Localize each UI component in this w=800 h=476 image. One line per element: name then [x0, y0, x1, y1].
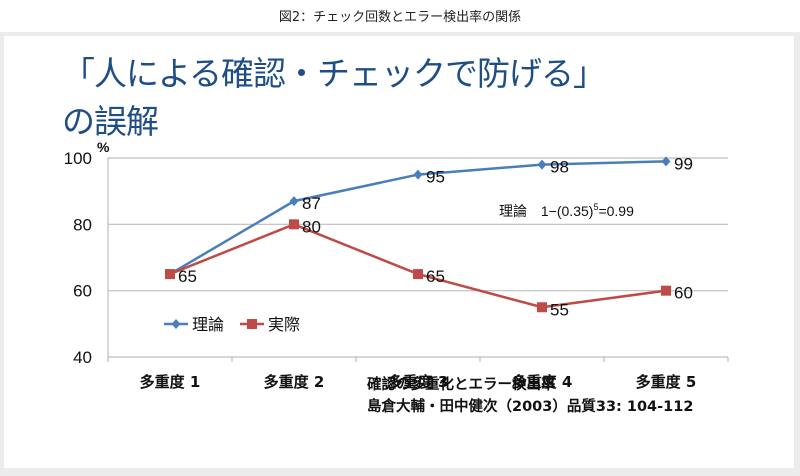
legend-item-theory: 理論 [164, 315, 224, 334]
x-tick-label: 多重度 4 [512, 373, 573, 391]
data-label: 87 [302, 194, 321, 213]
source-line2: 島倉大輔・田中健次（2003）品質33: 104-112 [367, 399, 694, 415]
data-label: 65 [426, 267, 445, 286]
y-axis-unit-label: % [97, 139, 110, 155]
legend: 理論 実際 [164, 315, 300, 334]
formula-exponent: 5 [593, 202, 598, 212]
data-point-diamond [661, 156, 671, 167]
legend-marker-diamond [171, 319, 181, 329]
slide-panel: 「人による確認・チェックで防げる」 の誤解 [4, 36, 794, 468]
series-line [169, 222, 667, 309]
series-actual: 65 80 65 55 60 [165, 217, 693, 319]
data-label: 95 [426, 168, 445, 187]
y-tick-label: 40 [73, 348, 92, 367]
data-label: 65 [178, 267, 197, 286]
data-point-square [165, 269, 175, 280]
slide-title-line2: の誤解 [62, 102, 159, 141]
slide-title-line1: 「人による確認・チェックで防げる」 [62, 54, 606, 93]
svg-text:理論 1−(0.35)5=0.99: 理論 1−(0.35)5=0.99 [499, 202, 634, 219]
slide-frame: 「人による確認・チェックで防げる」 の誤解 [0, 32, 800, 476]
source-citation: 確認の多重化とエラー検出率 島倉大輔・田中健次（2003）品質33: 104-1… [367, 374, 693, 418]
axes [107, 158, 729, 362]
x-tick-label: 多重度 3 [388, 373, 449, 391]
x-tick-label: 多重度 1 [140, 373, 201, 391]
data-point-diamond [537, 159, 547, 170]
formula-label: 理論 [499, 203, 527, 219]
y-tick-label: 80 [73, 215, 92, 234]
series-group: 87 95 98 99 65 80 65 55 60 [165, 154, 693, 319]
legend-item-actual: 実際 [240, 315, 300, 334]
data-label: 98 [550, 158, 569, 177]
legend-label: 理論 [192, 315, 224, 334]
data-label: 99 [674, 154, 693, 173]
figure-caption: 図2：チェック回数とエラー検出率の関係 [278, 10, 522, 25]
formula-prefix: 1−(0.35) [541, 203, 594, 219]
legend-label: 実際 [268, 315, 300, 334]
data-point-square [289, 219, 299, 230]
data-point-square [537, 302, 547, 313]
x-tick-label: 多重度 5 [636, 373, 697, 391]
y-tick-label: 60 [73, 282, 92, 301]
y-tick-labels: 40 60 80 100 [64, 149, 92, 367]
data-point-diamond [413, 169, 423, 180]
data-label: 80 [302, 217, 321, 236]
source-line1: 確認の多重化とエラー検出率 [367, 377, 556, 393]
formula-suffix: =0.99 [598, 203, 634, 219]
slide-title: 「人による確認・チェックで防げる」 の誤解 [62, 50, 606, 146]
data-label: 55 [550, 300, 569, 319]
data-point-diamond [289, 196, 299, 207]
series-theory: 87 95 98 99 [165, 154, 693, 280]
data-label: 60 [674, 284, 693, 303]
formula-annotation: 理論 1−(0.35)5=0.99 [499, 202, 634, 219]
legend-marker-square [247, 319, 257, 329]
data-point-square [661, 285, 671, 296]
y-tick-label: 100 [64, 149, 92, 168]
data-point-square [413, 269, 423, 280]
gridlines [108, 157, 728, 292]
x-tick-label: 多重度 2 [264, 373, 325, 391]
x-tick-labels: 多重度 1 多重度 2 多重度 3 多重度 4 多重度 5 [140, 373, 697, 391]
